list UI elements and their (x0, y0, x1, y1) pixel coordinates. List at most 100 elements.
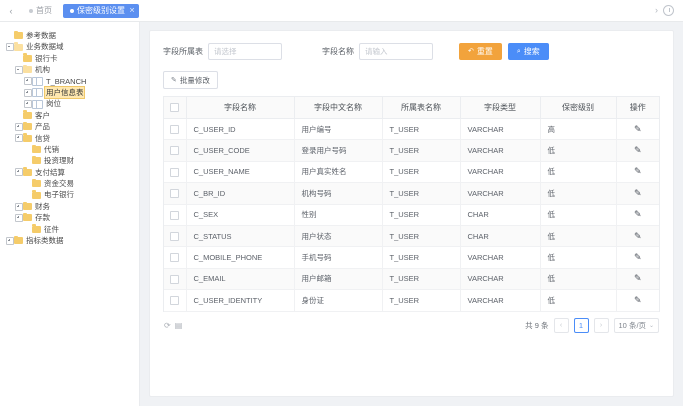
undo-icon: ↶ (468, 47, 474, 55)
edit-row-icon[interactable]: ✎ (634, 123, 642, 134)
columns-icon[interactable]: ▤ (174, 321, 183, 331)
tree-node-label: 指标类数据 (26, 236, 64, 246)
search-button[interactable]: ⌕ 搜索 (507, 42, 549, 60)
table-name-cell: T_USER (382, 246, 461, 269)
table-row[interactable]: C_USER_NAME 用户真实姓名 T_USER VARCHAR 低 ✎ (164, 161, 660, 184)
tree-node[interactable]: 业务数据域 (2, 41, 139, 52)
edit-row-icon[interactable]: ✎ (634, 294, 642, 305)
pagination: 共 9 条 ‹ 1 › 10 条/页 ⌄ (525, 318, 660, 334)
tab-scroll-right-icon[interactable]: › (655, 5, 658, 15)
tab-home[interactable]: 首页 (22, 4, 59, 18)
tree-node[interactable]: 投资理财 (2, 155, 139, 166)
expand-icon[interactable] (15, 134, 23, 143)
row-checkbox[interactable] (170, 146, 180, 156)
tree-node[interactable]: 财务 (2, 201, 139, 212)
table-row[interactable]: C_USER_CODE 登录用户号码 T_USER VARCHAR 低 ✎ (164, 139, 660, 162)
row-checkbox[interactable] (170, 231, 180, 241)
tree-node[interactable]: 产品 (2, 121, 139, 132)
field-name-cell: C_BR_ID (186, 182, 295, 205)
expand-icon[interactable] (24, 100, 32, 109)
edit-row-icon[interactable]: ✎ (634, 209, 642, 220)
field-name-cell: C_MOBILE_PHONE (186, 246, 295, 269)
pagination-next-button[interactable]: › (593, 318, 609, 334)
tree-node[interactable]: T_BRANCH (2, 76, 139, 87)
col-field-cn-name: 字段中文名称 (294, 97, 383, 119)
collapse-icon[interactable] (6, 43, 14, 52)
table-row[interactable]: C_MOBILE_PHONE 手机号码 T_USER VARCHAR 低 ✎ (164, 246, 660, 269)
collapse-icon[interactable] (15, 65, 23, 74)
tree-node[interactable]: 银行卡 (2, 53, 139, 64)
page-size-label: 10 条/页 (618, 321, 647, 331)
edit-row-icon[interactable]: ✎ (634, 252, 642, 263)
table-row[interactable]: C_USER_IDENTITY 身份证 T_USER VARCHAR 低 ✎ (164, 289, 660, 312)
expand-icon[interactable] (15, 213, 23, 222)
tree-node[interactable]: 支付结算 (2, 167, 139, 178)
pagination-prev-button[interactable]: ‹ (553, 318, 569, 334)
edit-row-icon[interactable]: ✎ (634, 187, 642, 198)
expand-icon[interactable] (15, 122, 23, 131)
tab-scroll-left-icon[interactable]: ‹ (9, 5, 13, 16)
row-checkbox[interactable] (170, 296, 180, 306)
fullscreen-icon[interactable] (663, 5, 674, 16)
field-name-input[interactable]: 请输入 (359, 42, 433, 60)
tree-node[interactable]: 机构 (2, 64, 139, 75)
reset-button[interactable]: ↶ 重置 (459, 42, 502, 60)
field-name-cell: C_USER_NAME (186, 161, 295, 184)
row-checkbox[interactable] (170, 189, 180, 199)
tree-node-label: 参考数据 (26, 31, 56, 40)
field-table-select[interactable]: 请选择 (208, 42, 282, 60)
tab-security-level-settings[interactable]: 保密级别设置 ✕ (63, 3, 139, 18)
expand-icon[interactable] (24, 77, 32, 86)
tree-node[interactable]: 指标类数据 (2, 235, 139, 246)
tab-close-icon[interactable]: ✕ (129, 7, 135, 14)
tree-node[interactable]: 资金交易 (2, 178, 139, 189)
expand-icon[interactable] (24, 88, 32, 97)
tree-node[interactable]: 代销 (2, 144, 139, 155)
table-row[interactable]: C_STATUS 用户状态 T_USER CHAR 低 ✎ (164, 225, 660, 248)
tree-node-label: 支付结算 (35, 167, 65, 177)
row-checkbox[interactable] (170, 167, 180, 177)
expand-icon[interactable] (15, 168, 23, 177)
edit-row-icon[interactable]: ✎ (634, 145, 642, 156)
table-row[interactable]: C_SEX 性别 T_USER CHAR 低 ✎ (164, 204, 660, 226)
field-table-filter: 字段所属表 请选择 (163, 42, 282, 60)
tree-node[interactable]: 岗位 (2, 98, 139, 109)
page-size-select[interactable]: 10 条/页 ⌄ (613, 318, 660, 334)
expand-icon[interactable] (6, 236, 14, 245)
batch-edit-button[interactable]: ✎ 批量修改 (163, 71, 218, 89)
tree-node-label: 岗位 (46, 99, 61, 109)
refresh-icon[interactable]: ⟳ (164, 321, 171, 331)
tree-node[interactable]: 用户信息表 (2, 85, 139, 100)
row-operations-cell: ✎ (616, 182, 660, 205)
table-row[interactable]: C_USER_ID 用户编号 T_USER VARCHAR 高 ✎ (164, 118, 660, 141)
pagination-page-1[interactable]: 1 (573, 318, 589, 334)
main-content: 字段所属表 请选择 字段名称 请输入 ↶ (140, 22, 683, 406)
table-body: C_USER_ID 用户编号 T_USER VARCHAR 高 ✎ C_USER_CODE 登… (164, 118, 660, 312)
tree-node[interactable]: 信贷 (2, 133, 139, 144)
row-checkbox[interactable] (170, 253, 180, 263)
tree-node[interactable]: 参考数据 (2, 30, 139, 41)
row-checkbox[interactable] (170, 274, 180, 284)
edit-row-icon[interactable]: ✎ (634, 166, 642, 177)
table-row[interactable]: C_BR_ID 机构号码 T_USER VARCHAR 低 ✎ (164, 182, 660, 205)
row-checkbox[interactable] (170, 210, 180, 220)
tree-node[interactable]: 存款 (2, 212, 139, 223)
field-cn-name-cell: 用户邮箱 (294, 268, 383, 291)
table-name-cell: T_USER (382, 204, 461, 226)
edit-row-icon[interactable]: ✎ (634, 273, 642, 284)
table-row[interactable]: C_EMAIL 用户邮箱 T_USER VARCHAR 低 ✎ (164, 268, 660, 291)
tree-node[interactable]: 征件 (2, 224, 139, 235)
tree-node-label: 机构 (35, 65, 50, 75)
select-all-checkbox[interactable] (170, 103, 180, 113)
tree-node[interactable]: 客户 (2, 110, 139, 121)
row-checkbox[interactable] (170, 124, 180, 134)
edit-row-icon[interactable]: ✎ (634, 230, 642, 241)
row-operations-cell: ✎ (616, 268, 660, 291)
folder-open-icon (23, 64, 32, 74)
table-name-cell: T_USER (382, 225, 461, 248)
expand-icon[interactable] (15, 202, 23, 211)
col-security-level: 保密级别 (540, 97, 617, 119)
folder-icon (23, 53, 32, 62)
folder-icon (14, 235, 23, 245)
tree-node[interactable]: 电子银行 (2, 189, 139, 200)
